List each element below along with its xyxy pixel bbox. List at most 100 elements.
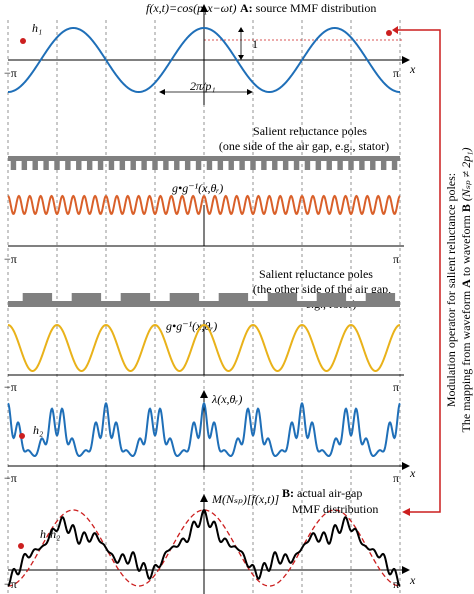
stator-tooth xyxy=(348,161,354,170)
tick-pi: π xyxy=(393,66,399,80)
stator-subtitle: (one side of the air gap, e.g., stator) xyxy=(219,139,389,153)
panel5-x-label: x xyxy=(409,573,416,587)
h2-label: h₂ xyxy=(33,423,43,437)
period-label: 2π/p₁ xyxy=(190,79,216,93)
rotor-tick-pi: π xyxy=(393,252,399,266)
source-mmf-wave xyxy=(7,26,401,94)
rotor-tooth xyxy=(71,293,102,303)
mapping-arrow-B xyxy=(402,508,410,516)
panel-rotor-permeance: g•g⁻¹(x,θᵣ) −π π xyxy=(4,319,404,394)
panel5-tick-minus-pi: −π xyxy=(4,577,17,591)
amplitude-label: 1 xyxy=(252,37,258,51)
stator-tooth xyxy=(272,161,278,170)
stator-tooth xyxy=(130,161,136,170)
panel5-title-line2: MMF distribution xyxy=(292,502,378,516)
rotor-tooth xyxy=(218,293,249,303)
rotor-teeth xyxy=(22,293,396,303)
stator-tooth xyxy=(282,161,289,170)
panel1-formula: f(x,t)=cos(p₁x−ωt) xyxy=(146,1,236,15)
rotor-poles-panel: −π π Salient reluctance poles (the other… xyxy=(4,205,404,311)
stator-tooth xyxy=(10,161,17,170)
stator-tooth xyxy=(293,161,300,170)
stator-tooth xyxy=(54,161,60,170)
rotor-permeance-wave xyxy=(7,323,401,372)
stator-tooth xyxy=(32,161,38,170)
panel1-y-arrow xyxy=(200,4,208,12)
panel4-tick-pi: π xyxy=(393,471,399,485)
h1h2-marker xyxy=(18,543,24,549)
side-caption-line1: Modulation operator for salient reluctan… xyxy=(444,173,458,407)
stator-tooth xyxy=(370,161,376,170)
stator-permeance-wave xyxy=(7,194,401,215)
panel5-axis-arrow xyxy=(402,566,410,574)
stator-tooth xyxy=(239,161,245,170)
stator-tooth xyxy=(108,161,115,170)
h2-marker xyxy=(19,433,25,439)
mapping-line xyxy=(395,29,441,513)
h1-marker xyxy=(20,38,26,44)
stator-base xyxy=(8,156,400,161)
rotor-tooth xyxy=(169,293,200,303)
stator-tooth xyxy=(380,161,387,170)
panel5-tick-pi: π xyxy=(393,577,399,591)
h1h2-label: h₁h₂ xyxy=(40,527,60,541)
stator-tooth xyxy=(195,161,202,170)
panel2-formula: g•g⁻¹(x,θᵣ) xyxy=(172,181,223,195)
wave-end-marker xyxy=(386,30,392,36)
stator-poles-panel: Salient reluctance poles (one side of th… xyxy=(8,124,400,170)
mapping-arrow-A xyxy=(392,26,398,34)
side-caption-line2: The mapping from waveform A to waveform … xyxy=(459,148,473,433)
rotor-tooth xyxy=(365,293,396,303)
rotor-tick-minus-pi: −π xyxy=(4,252,17,266)
rotor-subtitle-1: (the other side of the air gap, xyxy=(253,282,391,296)
stator-tooth xyxy=(304,161,311,170)
stator-tooth xyxy=(152,161,158,170)
period-arrow-right xyxy=(247,89,253,95)
stator-tooth xyxy=(86,161,93,170)
panel4-x-label: x xyxy=(409,466,416,480)
panel-permeance-product: λ(x,θᵣ) h₂ −π π x xyxy=(4,390,416,485)
panel-source-mmf: f(x,t)=cos(p₁x−ωt) A: source MMF distrib… xyxy=(4,1,416,105)
stator-tooth xyxy=(337,161,343,170)
period-arrow-left xyxy=(159,89,165,95)
rotor-tooth xyxy=(316,293,347,303)
panel5-title: B: actual air-gap xyxy=(282,486,362,500)
airgap-mmf-wave xyxy=(7,508,401,587)
x-axis-label: x xyxy=(409,62,416,76)
stator-tooth xyxy=(359,161,365,170)
stator-tooth xyxy=(326,161,332,170)
rotor-tooth xyxy=(120,293,151,303)
amplitude-arrow-down xyxy=(238,55,244,60)
panel3-tick-minus-pi: −π xyxy=(4,380,17,394)
stator-tooth xyxy=(163,161,169,170)
panel5-y-arrow xyxy=(200,494,208,502)
h1-label: h₁ xyxy=(32,21,42,35)
stator-tooth xyxy=(217,161,224,170)
panel1-axis-arrow xyxy=(402,56,410,64)
mapping-connector xyxy=(392,26,441,516)
side-caption: Modulation operator for salient reluctan… xyxy=(444,148,473,433)
panel4-y-arrow xyxy=(200,390,208,398)
panel3-tick-pi: π xyxy=(393,380,399,394)
amplitude-arrow-up xyxy=(238,27,244,32)
rotor-base xyxy=(8,301,400,307)
stator-tooth xyxy=(119,161,126,170)
stator-tooth xyxy=(141,161,147,170)
stator-tooth xyxy=(250,161,256,170)
stator-tooth xyxy=(261,161,267,170)
stator-tooth xyxy=(43,161,49,170)
stator-tooth xyxy=(184,161,191,170)
stator-tooth xyxy=(21,161,28,170)
panel4-formula: λ(x,θᵣ) xyxy=(211,392,242,406)
stator-tooth xyxy=(391,161,398,170)
stator-title: Salient reluctance poles xyxy=(253,124,367,138)
stator-tooth xyxy=(65,161,71,170)
stator-tooth xyxy=(206,161,213,170)
stator-tooth xyxy=(76,161,82,170)
stator-tooth xyxy=(228,161,234,170)
panel4-axis-arrow xyxy=(402,462,410,470)
rotor-title: Salient reluctance poles xyxy=(259,267,373,281)
panel5-formula: M(Nₛₚ)[f(x,t)] xyxy=(211,492,279,506)
rotor-tooth xyxy=(267,293,298,303)
